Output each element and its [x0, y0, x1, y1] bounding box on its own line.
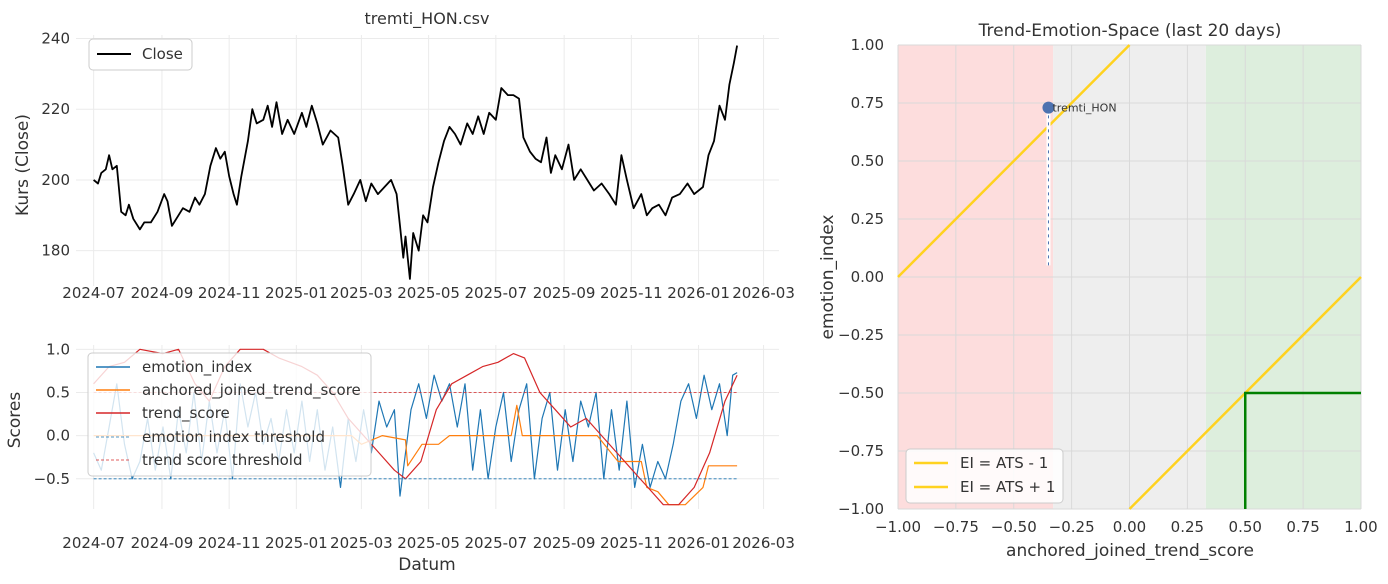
x-tick-label: 2025-01: [265, 534, 328, 552]
x-tick-label: −0.50: [991, 518, 1037, 536]
x-tick-label: 2024-09: [131, 284, 194, 302]
tes-legend: EI = ATS - 1 EI = ATS + 1: [905, 448, 1064, 504]
x-tick-label: 2025-11: [600, 284, 663, 302]
x-tick-label: −0.75: [933, 518, 979, 536]
x-tick-label: 2025-11: [600, 534, 663, 552]
x-tick-label: −0.25: [1049, 518, 1095, 536]
scores-chart: Scores Datum −0.5 0.0 0.5 1.0 2024-07 2024-0…: [5, 340, 795, 575]
x-tick-label: 2024-07: [62, 534, 125, 552]
legend-label-ei-ats-minus: EI = ATS - 1: [960, 454, 1048, 472]
trend-emotion-space-chart: Trend-Emotion-Space (last 20 days) ancho…: [818, 21, 1378, 561]
legend-label-trend-threshold: trend score threshold: [142, 451, 302, 469]
close-chart-ylabel: Kurs (Close): [13, 114, 33, 216]
y-tick-label: 0.5: [46, 383, 70, 401]
x-tick-label: 2025-09: [533, 534, 596, 552]
y-tick-label: −0.50: [838, 384, 884, 402]
close-legend: Close: [88, 38, 193, 71]
legend-label-trend-score: trend_score: [142, 404, 230, 423]
y-tick-label: −0.75: [838, 442, 884, 460]
reference-line: [897, 44, 1131, 278]
point-marker: [1042, 101, 1055, 114]
y-tick-label: 0.75: [851, 94, 884, 112]
x-tick-label: 0.75: [1286, 518, 1319, 536]
y-tick-label: 1.0: [46, 340, 70, 358]
legend-label-emotion-index: emotion_index: [142, 358, 252, 377]
x-tick-label: 2026-03: [732, 534, 795, 552]
x-tick-label: 2024-11: [198, 284, 261, 302]
legend-label-ei-ats-plus: EI = ATS + 1: [960, 478, 1055, 496]
x-tick-label: 0.25: [1171, 518, 1204, 536]
tes-chart-ylabel: emotion_index: [818, 215, 838, 340]
x-tick-label: 2024-09: [131, 534, 194, 552]
series-line-close: [93, 45, 738, 280]
x-tick-label: 2025-05: [397, 534, 460, 552]
close-chart-title: tremti_HON.csv: [365, 9, 490, 29]
x-tick-label: 0.00: [1113, 518, 1146, 536]
x-tick-label: 2025-07: [464, 284, 527, 302]
legend-label-anchored-joined-trend-score: anchored_joined_trend_score: [142, 381, 361, 400]
x-tick-label: 2025-01: [265, 284, 328, 302]
y-tick-label: 0.0: [46, 427, 70, 445]
x-tick-label: 2024-07: [62, 284, 125, 302]
y-tick-label: 240: [41, 30, 70, 48]
y-tick-label: 220: [41, 100, 70, 118]
y-tick-label: −0.25: [838, 326, 884, 344]
x-tick-label: 1.00: [1344, 518, 1377, 536]
x-tick-label: 0.50: [1229, 518, 1262, 536]
y-tick-label: 180: [41, 242, 70, 260]
legend-label-emotion-threshold: emotion index threshold: [142, 428, 325, 446]
close-price-chart: tremti_HON.csv Kurs (Close) 180 200 220 240…: [13, 9, 795, 302]
y-tick-label: −1.00: [838, 500, 884, 518]
scores-legend: emotion_index anchored_joined_trend_scor…: [87, 352, 372, 477]
x-tick-label: 2025-07: [464, 534, 527, 552]
target-box: [1244, 391, 1361, 509]
x-tick-label: 2026-01: [667, 534, 730, 552]
scores-chart-ylabel: Scores: [5, 392, 25, 449]
y-tick-label: 1.00: [851, 36, 884, 54]
x-tick-label: 2026-01: [667, 284, 730, 302]
y-tick-label: 0.00: [851, 268, 884, 286]
y-tick-label: 0.25: [851, 210, 884, 228]
tes-chart-xlabel: anchored_joined_trend_score: [1006, 541, 1254, 561]
tes-chart-title: Trend-Emotion-Space (last 20 days): [978, 21, 1282, 41]
y-tick-label: −0.5: [34, 470, 70, 488]
y-tick-label: 0.50: [851, 152, 884, 170]
x-tick-label: 2024-11: [198, 534, 261, 552]
x-tick-label: 2026-03: [732, 284, 795, 302]
x-tick-label: −1.00: [875, 518, 921, 536]
scores-chart-xlabel: Datum: [398, 555, 456, 575]
point-label: tremti_HON: [1052, 102, 1116, 115]
x-tick-label: 2025-03: [330, 284, 393, 302]
close-legend-label: Close: [142, 45, 183, 63]
x-tick-label: 2025-09: [533, 284, 596, 302]
y-tick-label: 200: [41, 171, 70, 189]
x-tick-label: 2025-03: [330, 534, 393, 552]
x-tick-label: 2025-05: [397, 284, 460, 302]
